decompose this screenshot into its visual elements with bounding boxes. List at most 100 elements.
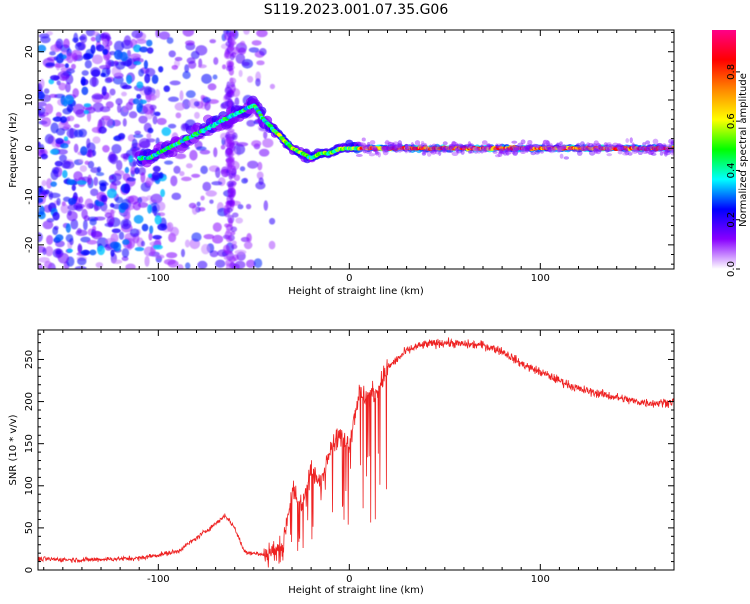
spectrum-noise-blob [182, 30, 195, 37]
spectrum-noise-blob [193, 101, 200, 107]
spectrum-noise-blob [155, 89, 160, 99]
spectrum-noise-blob [524, 145, 531, 151]
spectrum-noise-blob [44, 246, 54, 257]
spectrum-noise-blob [56, 148, 68, 155]
spectrum-noise-blob [201, 73, 212, 84]
spectrum-noise-blob [41, 180, 47, 187]
spectrum-noise-blob [483, 145, 488, 150]
spectrum-noise-blob [482, 146, 490, 153]
spectrum-noise-blob [580, 144, 584, 151]
spectrum-noise-blob [664, 150, 671, 156]
spectrum-noise-blob [95, 44, 105, 52]
spectrum-noise-blob [78, 158, 84, 164]
x-tick-label: -100 [147, 574, 170, 585]
spectrum-noise-blob [134, 247, 145, 252]
spectrum-noise-blob [230, 226, 238, 233]
spectrum-noise-blob [71, 184, 76, 191]
spectrum-noise-blob [91, 76, 97, 87]
spectrum-noise-blob [386, 145, 390, 151]
spectrum-noise-blob [51, 166, 60, 174]
spectrum-noise-blob [200, 195, 205, 201]
spectrum-noise-blob [430, 150, 437, 155]
spectrum-noise-blob [268, 217, 276, 225]
spectrum-noise-blob [170, 175, 178, 187]
spectrum-noise-blob [420, 142, 428, 148]
spectrum-noise-blob [71, 49, 83, 60]
spectrum-noise-blob [148, 232, 153, 241]
spectrum-noise-blob [598, 145, 602, 149]
spectrum-noise-blob [269, 83, 276, 90]
spectrum-noise-blob [152, 235, 162, 240]
spectrum-noise-blob [522, 146, 527, 151]
spectrum-noise-blob [66, 248, 73, 253]
spectrum-noise-blob [486, 143, 491, 148]
spectrum-noise-blob [87, 174, 92, 186]
spectrum-noise-blob [392, 144, 400, 151]
spectrum-noise-blob [399, 147, 405, 152]
spectrum-noise-blob [525, 147, 529, 153]
spectrum-noise-blob [513, 146, 521, 151]
spectrum-noise-blob [519, 146, 526, 152]
spectrum-noise-blob [91, 150, 97, 157]
spectrum-noise-blob [102, 145, 110, 153]
spectrum-noise-blob [138, 68, 145, 77]
spectrum-noise-blob [197, 260, 208, 269]
spectrum-noise-blob [625, 138, 630, 143]
spectrum-noise-blob [59, 116, 67, 123]
spectrum-noise-blob [392, 141, 400, 147]
spectrum-noise-blob [448, 144, 456, 149]
x-tick-label: 100 [531, 273, 550, 284]
spectrum-noise-blob [498, 148, 504, 154]
spectrum-noise-blob [496, 143, 502, 149]
spectrum-noise-blob [212, 234, 224, 244]
spectrum-noise-blob [660, 149, 668, 154]
spectrum-noise-blob [466, 143, 473, 149]
spectrum-noise-blob [532, 143, 540, 148]
spectrum-noise-blob [393, 145, 398, 149]
spectrum-noise-blob [59, 154, 67, 163]
x-tick-label: 100 [531, 574, 550, 585]
spectrum-noise-blob [246, 119, 256, 127]
spectrum-noise-blob [559, 143, 564, 148]
spectrum-noise-blob [164, 160, 174, 165]
spectrum-noise-blob [89, 249, 97, 256]
spectrum-noise-blob [439, 147, 446, 153]
spectrum-noise-blob [145, 93, 152, 103]
spectrum-noise-blob [442, 149, 447, 154]
spectrum-noise-blob [110, 209, 115, 220]
spectrum-noise-blob [128, 111, 138, 119]
spectrum-noise-blob [397, 148, 402, 153]
spectrum-noise-blob [113, 40, 125, 52]
spectrum-noise-blob [230, 231, 236, 236]
spectrum-noise-blob [404, 149, 409, 154]
spectrum-noise-blob [95, 201, 105, 207]
spectrum-noise-blob [137, 197, 143, 204]
spectrum-noise-blob [605, 146, 612, 151]
spectrum-noise-blob [476, 148, 482, 154]
spectrum-noise-blob [605, 148, 611, 153]
spectrum-noise-blob [513, 145, 520, 151]
spectrum-noise-blob [556, 145, 561, 149]
spectrum-noise-blob [239, 166, 246, 172]
spectrum-noise-blob [405, 144, 410, 150]
spectrum-noise-blob [506, 150, 510, 156]
spectrum-noise-blob [146, 47, 154, 54]
spectrum-noise-blob [122, 239, 130, 246]
spectrum-noise-blob [185, 90, 196, 99]
spectrum-noise-blob [226, 236, 233, 243]
spectrum-noise-blob [503, 152, 508, 156]
spectrum-noise-blob [99, 182, 107, 192]
spectrum-noise-blob [498, 150, 505, 155]
spectrum-noise-blob [617, 147, 621, 151]
spectrum-noise-blob [634, 146, 642, 152]
x-tick-label: -100 [147, 273, 170, 284]
spectrum-noise-blob [95, 262, 104, 268]
spectrum-noise-blob [397, 143, 403, 148]
spectrum-noise-blob [115, 98, 123, 106]
spectrum-noise-blob [557, 148, 561, 152]
spectrum-noise-blob [483, 148, 487, 152]
spectrum-noise-blob [132, 161, 137, 167]
spectrum-noise-blob [180, 248, 186, 258]
spectrum-noise-blob [646, 143, 653, 150]
